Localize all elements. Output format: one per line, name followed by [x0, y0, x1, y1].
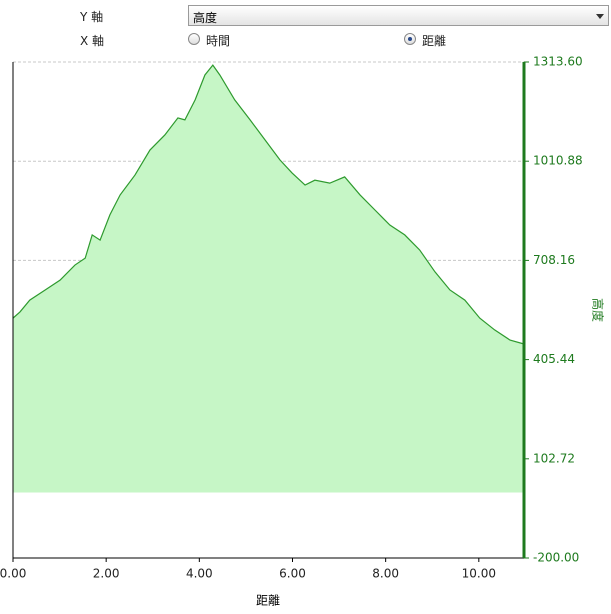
x-axis-label-control: X 軸 — [80, 34, 105, 48]
x-tick-label: 4.00 — [186, 567, 213, 581]
select-arrow — [596, 14, 604, 19]
x-tick-label: 6.00 — [279, 567, 306, 581]
radio-time-label[interactable]: 時間 — [206, 34, 231, 48]
area-fill — [13, 65, 524, 493]
x-tick-label: 8.00 — [372, 567, 399, 581]
radio-distance-label[interactable]: 距離 — [422, 34, 447, 48]
radio-time[interactable] — [188, 33, 200, 45]
x-tick-label: 10.00 — [462, 567, 496, 581]
y-tick-label: 708.16 — [533, 253, 575, 267]
y-axis-select[interactable]: 高度 — [188, 5, 609, 26]
y-axis-label-control: Y 軸 — [80, 10, 104, 24]
y-axis-title: 高度 — [591, 298, 606, 322]
y-tick-label: 405.44 — [533, 352, 575, 366]
x-tick-label: 0.00 — [0, 567, 26, 581]
y-tick-label: 1313.60 — [533, 55, 583, 69]
radio-distance[interactable] — [404, 33, 416, 45]
x-tick-label: 2.00 — [93, 567, 120, 581]
y-tick-label: -200.00 — [533, 551, 579, 565]
select-value: 高度 — [193, 11, 218, 25]
y-tick-label: 1010.88 — [533, 154, 583, 168]
x-axis-title: 距離 — [256, 594, 280, 608]
y-tick-label: 102.72 — [533, 451, 575, 465]
area-line — [12, 64, 525, 345]
